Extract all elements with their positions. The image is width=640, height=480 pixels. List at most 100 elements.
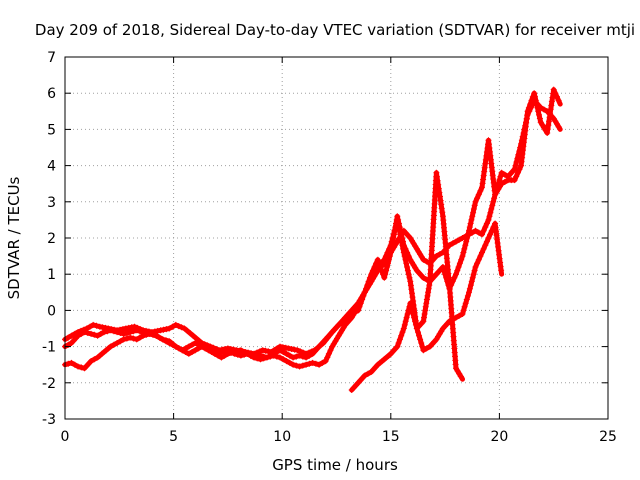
- data-point-track-b-33-1: [280, 349, 287, 355]
- data-point-track-d-8-4: [404, 311, 411, 317]
- data-point-track-b-64-7: [482, 156, 489, 163]
- data-point-track-c-26-1: [234, 351, 241, 358]
- data-point-track-a-24-1: [262, 347, 269, 354]
- data-point-track-d-10-4: [418, 340, 425, 346]
- data-point-track-d-10-1: [415, 329, 421, 336]
- data-point-track-c-45-0: [355, 303, 362, 310]
- data-point-track-c-2-1: [78, 364, 85, 371]
- data-point-track-b-37-0: [303, 354, 310, 361]
- data-point-track-a-0-1: [65, 334, 72, 341]
- data-point-track-b-60-3: [456, 260, 463, 267]
- data-point-track-b-37-1: [306, 352, 313, 359]
- data-point-track-b-2-0: [75, 332, 81, 339]
- y-tick-label-5: 2: [47, 231, 56, 247]
- chart-title: Day 209 of 2018, Sidereal Day-to-day VTE…: [35, 21, 635, 39]
- data-point-track-b-74-9: [549, 94, 556, 101]
- data-point-track-c-40-3: [327, 347, 334, 354]
- data-point-track-c-51-8: [400, 245, 407, 252]
- data-point-track-d-9-4: [411, 314, 418, 321]
- data-point-track-a-56-0: [485, 216, 492, 223]
- data-point-track-c-35-0: [290, 361, 297, 368]
- data-point-track-b-60-1: [454, 267, 461, 274]
- data-point-track-c-9-0: [120, 336, 127, 343]
- data-point-track-a-57-4: [496, 177, 503, 184]
- data-point-track-b-64-2: [480, 176, 487, 183]
- data-point-track-c-35-1: [293, 362, 300, 369]
- data-point-track-a-54-0: [472, 227, 479, 234]
- data-point-track-c-55-6: [423, 296, 430, 303]
- data-point-track-a-56-2: [487, 209, 494, 216]
- data-point-track-c-0-1: [65, 360, 72, 367]
- data-point-track-b-69-0: [511, 177, 518, 184]
- data-point-track-b-49-4: [385, 260, 391, 267]
- data-point-track-a-12-0: [157, 327, 164, 334]
- data-point-track-b-34-1: [286, 352, 293, 359]
- data-point-track-c-57-4: [435, 185, 442, 192]
- data-point-track-c-25-1: [228, 349, 235, 355]
- y-tick-label-10: 7: [47, 50, 56, 66]
- series-track-a: [62, 97, 563, 357]
- y-axis-title: SDTVAR / TECUs: [5, 176, 23, 299]
- data-point-track-b-49-3: [384, 264, 391, 270]
- data-point-track-d-10-2: [416, 332, 422, 339]
- data-point-track-c-49-0: [381, 256, 388, 263]
- data-point-track-c-11-1: [136, 334, 143, 341]
- data-point-track-a-60-2: [513, 159, 520, 165]
- data-point-track-d-17-2: [461, 303, 468, 310]
- data-point-track-c-45-1: [356, 300, 363, 307]
- data-point-track-c-57-2: [434, 177, 441, 184]
- data-point-track-c-39-0: [316, 361, 323, 368]
- data-point-track-c-57-7: [437, 197, 444, 204]
- data-point-track-c-33-0: [277, 354, 283, 361]
- data-point-track-d-2-1: [365, 370, 371, 377]
- data-point-track-d-16-0: [453, 314, 459, 321]
- data-point-track-b-67-1: [501, 178, 508, 185]
- data-point-track-d-20-0: [479, 249, 485, 256]
- data-point-track-c-24-1: [221, 348, 228, 355]
- data-point-track-c-1-0: [68, 359, 75, 366]
- data-point-track-c-33-1: [280, 356, 287, 363]
- data-point-track-a-5-1: [99, 324, 106, 331]
- data-point-track-a-14-2: [178, 324, 185, 331]
- data-point-track-a-55-0: [479, 231, 485, 238]
- x-tick-label-0: 0: [61, 429, 70, 445]
- data-point-track-d-21-0: [485, 235, 492, 241]
- data-point-track-b-74-3: [546, 118, 552, 125]
- data-point-track-a-48-1: [436, 251, 443, 258]
- data-point-track-a-56-4: [489, 202, 496, 209]
- data-point-track-c-51-7: [399, 242, 406, 249]
- y-tick-label-6: 3: [47, 195, 56, 211]
- data-point-track-b-61-5: [464, 235, 471, 241]
- data-point-track-c-40-2: [325, 350, 332, 357]
- data-point-track-b-72-3: [533, 101, 540, 108]
- data-point-track-b-61-1: [460, 249, 467, 256]
- data-point-track-c-57-6: [437, 193, 443, 200]
- data-point-track-d-8-1: [401, 321, 408, 328]
- data-point-track-c-24-0: [218, 349, 225, 355]
- data-point-track-d-8-0: [400, 325, 407, 332]
- data-point-track-a-24-0: [259, 347, 266, 354]
- data-point-track-d-22-12: [498, 267, 505, 274]
- data-point-track-c-40-0: [322, 358, 329, 365]
- data-point-track-b-11-1: [136, 328, 143, 335]
- data-point-track-c-31-0: [264, 354, 270, 361]
- data-point-track-d-7-2: [396, 336, 403, 343]
- data-point-track-d-7-3: [398, 332, 405, 339]
- data-point-track-a-1-0: [68, 332, 75, 339]
- data-point-track-b-60-0: [453, 271, 459, 278]
- data-point-track-c-40-1: [324, 354, 331, 361]
- data-point-track-c-34-0: [283, 358, 290, 365]
- data-point-track-b-9-1: [123, 330, 130, 336]
- data-point-track-b-74-1: [544, 126, 551, 133]
- data-point-track-c-60-3: [457, 373, 464, 380]
- data-point-track-a-14-0: [172, 321, 179, 328]
- data-point-track-c-52-1: [401, 253, 408, 260]
- data-point-track-b-27-0: [237, 347, 244, 354]
- data-point-track-a-13-1: [169, 323, 176, 330]
- data-point-track-c-52-0: [400, 249, 407, 256]
- data-point-track-c-37-0: [303, 361, 310, 368]
- data-point-track-b-74-0: [544, 130, 551, 136]
- data-point-track-a-55-2: [482, 224, 489, 231]
- data-point-track-c-50-1: [388, 238, 395, 245]
